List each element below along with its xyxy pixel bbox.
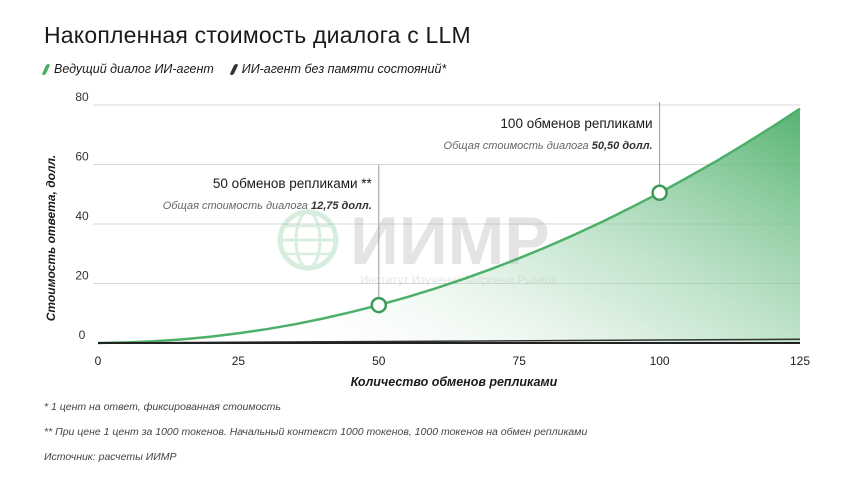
annotation-subtext: Общая стоимость диалога 12,75 долл. xyxy=(163,200,372,212)
footnote-2: ** При цене 1 цент за 1000 токенов. Нача… xyxy=(44,426,588,438)
annotation-subtext: Общая стоимость диалога 50,50 долл. xyxy=(444,140,653,152)
annotation-sub-value: 50,50 долл. xyxy=(592,140,653,152)
y-tick-label: 80 xyxy=(75,90,89,104)
x-axis-title: Количество обменов репликами xyxy=(351,375,558,389)
y-tick-label: 40 xyxy=(75,209,89,223)
annotation-sub-prefix: Общая стоимость диалога xyxy=(444,140,592,152)
y-tick-label: 60 xyxy=(75,150,89,164)
legend-label-stateless-agent: ИИ-агент без памяти состояний* xyxy=(241,62,447,76)
annotation-marker xyxy=(651,184,668,202)
source-note: Источник: расчеты ИИМР xyxy=(44,451,177,463)
legend-label-memory-agent: Ведущий диалог ИИ-агент xyxy=(54,62,214,76)
annotation-sub-value: 12,75 долл. xyxy=(311,200,372,212)
x-tick-label: 125 xyxy=(790,354,810,368)
legend-item-memory-agent: Ведущий диалог ИИ-агент xyxy=(41,62,214,76)
footnote-1: * 1 цент на ответ, фиксированная стоимос… xyxy=(44,401,281,413)
x-tick-label: 25 xyxy=(232,354,246,368)
legend-item-stateless-agent: ИИ-агент без памяти состояний* xyxy=(229,62,447,76)
x-tick-label: 0 xyxy=(95,354,102,368)
x-tick-label: 75 xyxy=(513,354,527,368)
annotation-label: 100 обменов репликами xyxy=(500,116,652,131)
series-line-memory-agent xyxy=(97,107,801,345)
cost-area-fill xyxy=(98,108,800,343)
legend: Ведущий диалог ИИ-агент ИИ-агент без пам… xyxy=(41,62,447,76)
x-tick-label: 50 xyxy=(372,354,386,368)
watermark-globe-icon xyxy=(277,209,339,271)
y-axis-title: Стоимость ответа, долл. xyxy=(44,155,58,322)
annotation-marker xyxy=(370,296,388,314)
y-tick-label: 0 xyxy=(79,328,86,342)
y-tick-label: 20 xyxy=(75,269,89,283)
annotation-sub-prefix: Общая стоимость диалога xyxy=(163,200,311,212)
x-tick-label: 100 xyxy=(650,354,670,368)
chart-title: Накопленная стоимость диалога с LLM xyxy=(44,22,471,48)
annotation-label: 50 обменов репликами ** xyxy=(213,176,373,191)
